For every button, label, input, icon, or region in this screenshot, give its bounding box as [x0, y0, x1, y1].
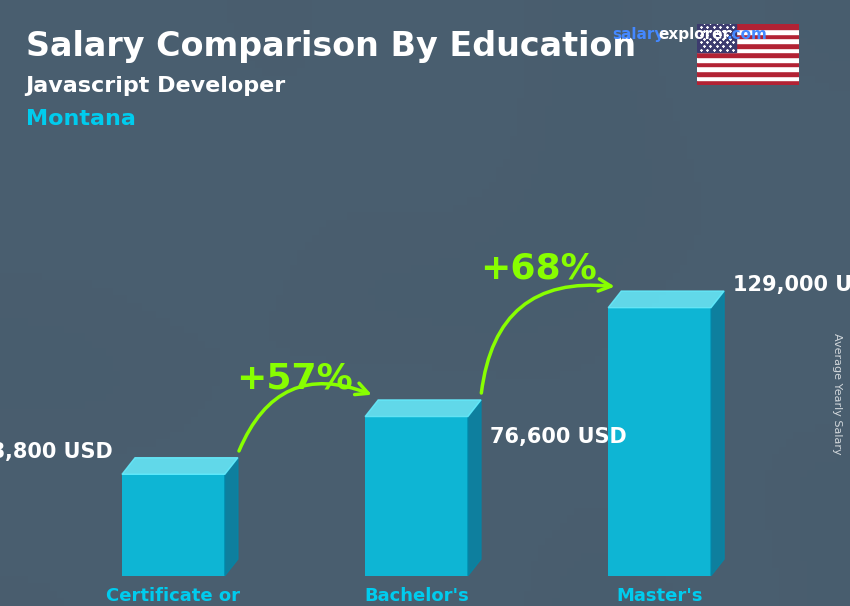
Text: Average Yearly Salary: Average Yearly Salary — [832, 333, 842, 454]
Polygon shape — [224, 458, 238, 576]
Bar — [697, 62, 799, 66]
Bar — [365, 416, 468, 576]
Bar — [697, 24, 799, 29]
Bar — [697, 43, 799, 47]
Polygon shape — [365, 400, 481, 416]
Text: +57%: +57% — [236, 362, 354, 396]
Text: Montana: Montana — [26, 109, 135, 129]
Text: 76,600 USD: 76,600 USD — [490, 427, 627, 447]
Bar — [697, 38, 799, 43]
Text: 48,800 USD: 48,800 USD — [0, 442, 112, 462]
Bar — [697, 80, 799, 85]
Text: Javascript Developer: Javascript Developer — [26, 76, 286, 96]
Text: 129,000 USD: 129,000 USD — [734, 275, 850, 295]
Polygon shape — [711, 291, 724, 576]
Polygon shape — [608, 291, 724, 308]
Text: Salary Comparison By Education: Salary Comparison By Education — [26, 30, 636, 63]
Text: salary: salary — [612, 27, 665, 42]
Polygon shape — [122, 458, 238, 474]
Bar — [697, 24, 736, 52]
Bar — [697, 66, 799, 71]
Bar — [608, 308, 711, 576]
Bar — [697, 76, 799, 80]
Text: explorer: explorer — [659, 27, 731, 42]
Bar — [697, 33, 799, 38]
Text: +68%: +68% — [479, 251, 597, 285]
Bar — [697, 47, 799, 52]
Bar — [697, 29, 799, 33]
Bar — [697, 52, 799, 57]
Bar — [697, 71, 799, 76]
Text: .com: .com — [727, 27, 768, 42]
Bar — [122, 474, 224, 576]
Bar — [697, 57, 799, 62]
Polygon shape — [468, 400, 481, 576]
